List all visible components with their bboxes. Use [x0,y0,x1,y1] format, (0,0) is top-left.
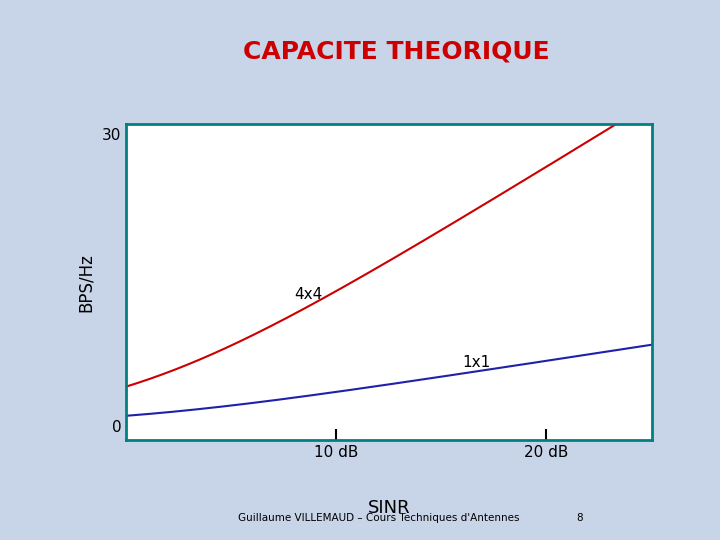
X-axis label: SINR: SINR [367,499,410,517]
Y-axis label: BPS/Hz: BPS/Hz [77,253,95,312]
Text: 4x4: 4x4 [294,287,323,302]
Text: Guillaume VILLEMAUD – Cours Techniques d'Antennes: Guillaume VILLEMAUD – Cours Techniques d… [238,514,519,523]
Text: 1x1: 1x1 [462,355,490,370]
Text: CAPACITE THEORIQUE: CAPACITE THEORIQUE [243,39,549,63]
Text: 8: 8 [576,514,582,523]
